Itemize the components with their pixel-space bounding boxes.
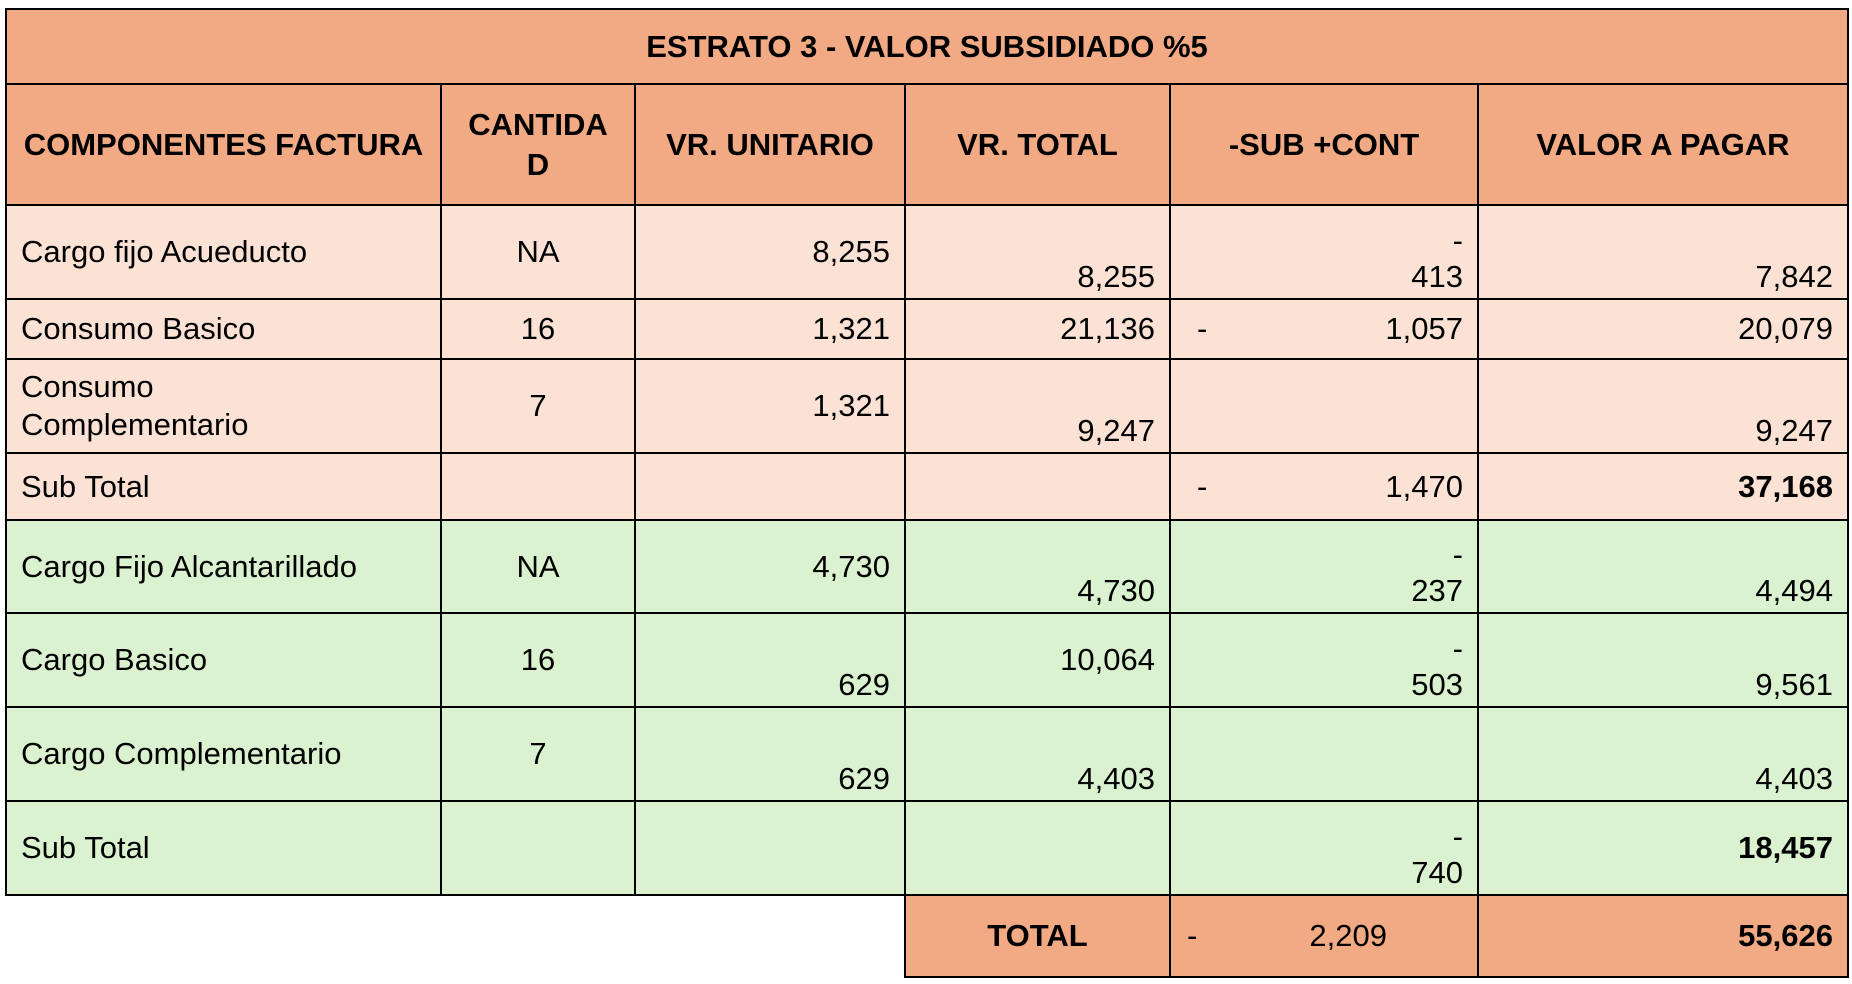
row-6-componente: Cargo Complementario (5, 706, 442, 802)
row-1-sub-dash: - (1197, 311, 1208, 346)
row-4-valor-a-pagar: 4,494 (1477, 519, 1849, 614)
row-0-sub-value: 413 (1411, 259, 1463, 294)
row-2-componente: Consumo Complementario (5, 358, 442, 454)
row-4-sub-dash: - (1452, 537, 1463, 572)
row-4-componente: Cargo Fijo Alcantarillado (5, 519, 442, 614)
row-5-sub-dash: - (1452, 631, 1463, 666)
row-6-vr-unitario: 629 (634, 706, 906, 802)
total-sub-value: 2,209 (1309, 918, 1387, 953)
row-7-sub-cont: - 740 (1169, 800, 1479, 896)
row-0-vr-total: 8,255 (904, 204, 1171, 300)
row-1-sub-value: 1,057 (1385, 311, 1463, 346)
subsidy-table: ESTRATO 3 - VALOR SUBSIDIADO %5 COMPONEN… (5, 8, 1849, 978)
total-label: TOTAL (904, 894, 1171, 978)
row-4-vr-total: 4,730 (904, 519, 1171, 614)
row-0-sub-dash: - (1452, 223, 1463, 258)
row-7-sub-dash: - (1452, 819, 1463, 854)
row-5-sub-value: 503 (1411, 667, 1463, 702)
row-3-sub-value: 1,470 (1385, 468, 1463, 504)
row-3-sub-cont: - 1,470 (1169, 452, 1479, 521)
header-vr-total: VR. TOTAL (904, 83, 1171, 206)
header-vr-unitario: VR. UNITARIO (634, 83, 906, 206)
row-4-sub-value: 237 (1411, 573, 1463, 608)
row-2-componente-line2: Complementario (21, 407, 249, 442)
row-7-cantidad (440, 800, 636, 896)
row-3-cantidad (440, 452, 636, 521)
row-2-vr-total: 9,247 (904, 358, 1171, 454)
row-1-componente: Consumo Basico (5, 298, 442, 360)
header-valor-a-pagar: VALOR A PAGAR (1477, 83, 1849, 206)
header-componentes: COMPONENTES FACTURA (5, 83, 442, 206)
row-3-vr-unitario (634, 452, 906, 521)
row-4-cantidad: NA (440, 519, 636, 614)
row-0-cantidad: NA (440, 204, 636, 300)
row-2-componente-line1: Consumo (21, 369, 154, 404)
row-3-valor-a-pagar: 37,168 (1477, 452, 1849, 521)
row-6-vr-total: 4,403 (904, 706, 1171, 802)
row-5-sub-cont: - 503 (1169, 612, 1479, 708)
total-valor-a-pagar: 55,626 (1477, 894, 1849, 978)
row-7-vr-total (904, 800, 1171, 896)
row-0-sub-cont: - 413 (1169, 204, 1479, 300)
row-2-cantidad: 7 (440, 358, 636, 454)
row-4-vr-unitario: 4,730 (634, 519, 906, 614)
row-6-valor-a-pagar: 4,403 (1477, 706, 1849, 802)
row-0-vr-unitario: 8,255 (634, 204, 906, 300)
row-5-vr-unitario: 629 (634, 612, 906, 708)
row-2-sub-cont (1169, 358, 1479, 454)
row-6-sub-cont (1169, 706, 1479, 802)
row-7-vr-unitario (634, 800, 906, 896)
row-0-valor-a-pagar: 7,842 (1477, 204, 1849, 300)
total-sub-cont: - 2,209 (1169, 894, 1479, 978)
row-7-valor-a-pagar: 18,457 (1477, 800, 1849, 896)
row-3-vr-total (904, 452, 1171, 521)
row-1-cantidad: 16 (440, 298, 636, 360)
row-6-cantidad: 7 (440, 706, 636, 802)
header-sub-cont: -SUB +CONT (1169, 83, 1479, 206)
row-5-cantidad: 16 (440, 612, 636, 708)
row-3-sub-dash: - (1197, 468, 1208, 504)
header-cantidad: CANTIDA D (440, 83, 636, 206)
row-5-componente: Cargo Basico (5, 612, 442, 708)
row-2-vr-unitario: 1,321 (634, 358, 906, 454)
table-title: ESTRATO 3 - VALOR SUBSIDIADO %5 (5, 8, 1849, 85)
row-7-sub-value: 740 (1411, 855, 1463, 890)
row-5-vr-total: 10,064 (904, 612, 1171, 708)
row-0-componente: Cargo fijo Acueducto (5, 204, 442, 300)
row-1-valor-a-pagar: 20,079 (1477, 298, 1849, 360)
row-1-sub-cont: - 1,057 (1169, 298, 1479, 360)
row-1-vr-total: 21,136 (904, 298, 1171, 360)
row-2-valor-a-pagar: 9,247 (1477, 358, 1849, 454)
row-4-sub-cont: - 237 (1169, 519, 1479, 614)
total-sub-dash: - (1187, 918, 1198, 953)
row-5-valor-a-pagar: 9,561 (1477, 612, 1849, 708)
row-7-componente: Sub Total (5, 800, 442, 896)
header-cantidad-line1: CANTIDA (468, 106, 608, 142)
header-cantidad-line2: D (526, 146, 550, 182)
row-1-vr-unitario: 1,321 (634, 298, 906, 360)
row-3-componente: Sub Total (5, 452, 442, 521)
